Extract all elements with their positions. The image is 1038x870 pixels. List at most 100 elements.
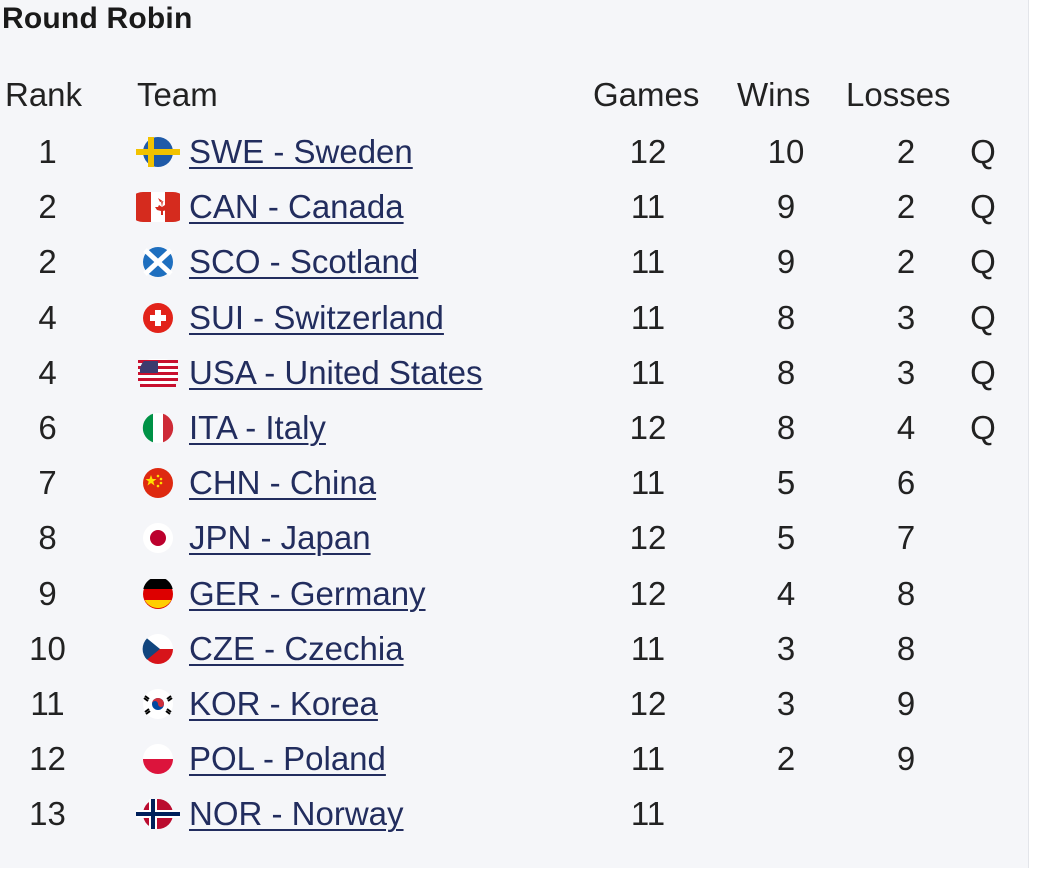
team-link[interactable]: ITA - Italy <box>189 409 326 446</box>
games-cell: 11 <box>630 464 666 502</box>
games-cell: 12 <box>629 409 667 446</box>
italy-flag-icon <box>136 413 180 443</box>
wins-cell: 4 <box>776 574 796 612</box>
table-row: 7 CHN - China 11 5 6 <box>0 455 1028 510</box>
games-cell: 11 <box>630 629 666 667</box>
japan-flag-icon <box>136 523 180 554</box>
wins-cell: 5 <box>776 519 796 557</box>
poland-flag-icon <box>136 744 180 775</box>
table-row: 2 CAN - Canada 11 9 2 Q <box>0 179 1028 234</box>
team-link[interactable]: KOR - Korea <box>189 685 378 722</box>
rank-cell: 6 <box>38 409 57 446</box>
wins-cell: 8 <box>776 353 796 391</box>
table-row: 10 CZE - Czechia 11 3 8 <box>0 621 1028 676</box>
team-link[interactable]: GER - Germany <box>189 574 426 612</box>
games-cell: 12 <box>629 519 667 557</box>
qualified-marker: Q <box>970 188 996 226</box>
qualified-marker: Q <box>970 133 996 170</box>
games-cell: 11 <box>630 243 666 281</box>
losses-cell <box>856 786 956 841</box>
losses-cell: 8 <box>896 629 916 667</box>
rank-cell: 2 <box>38 188 57 226</box>
qualified-marker: Q <box>970 243 996 281</box>
norway-flag-icon <box>136 799 180 830</box>
wins-cell: 8 <box>776 409 796 446</box>
team-link[interactable]: CHN - China <box>189 464 377 502</box>
rank-cell: 4 <box>38 353 57 391</box>
games-cell: 12 <box>629 574 667 612</box>
table-row: 9 GER - Germany 12 4 8 <box>0 566 1028 621</box>
team-link[interactable]: POL - Poland <box>189 740 386 778</box>
wins-cell: 10 <box>767 133 805 170</box>
rank-cell: 4 <box>38 298 57 336</box>
rank-cell: 7 <box>38 464 57 502</box>
header-losses: Losses <box>846 76 951 113</box>
header-wins: Wins <box>737 76 811 113</box>
qualified-marker: Q <box>970 353 996 391</box>
losses-cell: 2 <box>896 188 916 226</box>
losses-cell: 7 <box>896 519 916 557</box>
qualified-marker <box>958 676 1008 731</box>
team-link[interactable]: JPN - Japan <box>189 519 371 557</box>
rank-cell: 13 <box>29 795 66 833</box>
table-row: 11 KOR - Korea 12 3 9 <box>0 676 1028 731</box>
table-row: 4 SUI - Switzerland 11 8 3 Q <box>0 290 1028 345</box>
qualified-marker <box>958 786 1008 841</box>
team-link[interactable]: CZE - Czechia <box>189 629 404 667</box>
wins-cell: 3 <box>776 685 796 722</box>
games-cell: 11 <box>630 353 666 391</box>
czechia-flag-icon <box>136 633 180 664</box>
table-row: 1 SWE - Sweden 12 10 2 Q <box>0 124 1028 179</box>
games-cell: 12 <box>629 685 667 722</box>
team-link[interactable]: CAN - Canada <box>189 188 404 226</box>
scotland-flag-icon <box>136 247 180 278</box>
wins-cell: 9 <box>776 243 796 281</box>
table-row: 4 USA - United States 11 8 3 Q <box>0 345 1028 400</box>
games-cell: 12 <box>629 133 667 170</box>
rank-cell: 1 <box>38 133 57 170</box>
table-row: 2 SCO - Scotland 11 9 2 Q <box>0 234 1028 289</box>
losses-cell: 6 <box>896 464 916 502</box>
team-link[interactable]: SCO - Scotland <box>189 243 419 281</box>
losses-cell: 2 <box>896 243 916 281</box>
switzerland-flag-icon <box>136 302 180 333</box>
qualified-marker <box>958 731 1008 786</box>
sweden-flag-icon <box>136 137 180 167</box>
games-cell: 11 <box>630 740 666 778</box>
losses-cell: 3 <box>896 353 916 391</box>
losses-cell: 9 <box>896 740 916 778</box>
games-cell: 11 <box>630 298 666 336</box>
usa-flag-icon <box>136 358 180 388</box>
wins-cell: 9 <box>776 188 796 226</box>
china-flag-icon <box>136 468 180 499</box>
rank-cell: 8 <box>38 519 57 557</box>
wins-cell: 5 <box>776 464 796 502</box>
table-row: 12 POL - Poland 11 2 9 <box>0 731 1028 786</box>
team-link[interactable]: NOR - Norway <box>189 795 404 833</box>
losses-cell: 3 <box>896 298 916 336</box>
rank-cell: 9 <box>38 574 57 612</box>
team-link[interactable]: USA - United States <box>189 353 483 391</box>
losses-cell: 9 <box>896 685 916 722</box>
table-row: 8 JPN - Japan 12 5 7 <box>0 510 1028 565</box>
team-link[interactable]: SUI - Switzerland <box>189 298 444 336</box>
games-cell: 11 <box>630 795 666 833</box>
rank-cell: 10 <box>29 629 66 667</box>
losses-cell: 2 <box>896 133 916 170</box>
team-link[interactable]: SWE - Sweden <box>189 133 413 170</box>
germany-flag-icon <box>136 578 180 609</box>
rank-cell: 2 <box>38 243 57 281</box>
korea-flag-icon <box>136 689 180 719</box>
table-row: 6 ITA - Italy 12 8 4 Q <box>0 400 1028 455</box>
header-rank: Rank <box>5 76 83 113</box>
games-cell: 11 <box>630 188 666 226</box>
header-team: Team <box>137 76 218 113</box>
header-games: Games <box>593 76 700 113</box>
qualified-marker <box>958 566 1008 621</box>
qualified-marker: Q <box>970 409 996 446</box>
wins-cell: 2 <box>776 740 796 778</box>
wins-cell: 8 <box>776 298 796 336</box>
qualified-marker <box>958 455 1008 510</box>
qualified-marker <box>958 621 1008 676</box>
table-row: 13 NOR - Norway 11 <box>0 786 1028 841</box>
